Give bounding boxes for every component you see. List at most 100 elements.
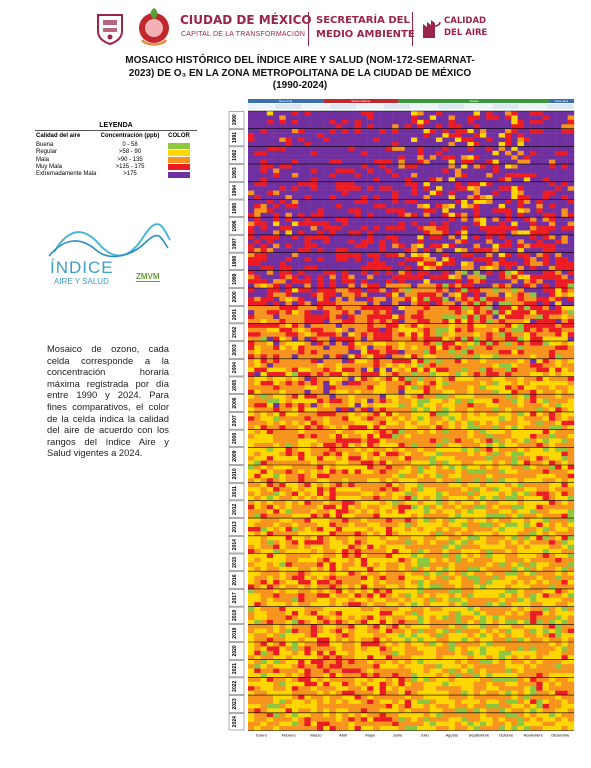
mosaic-cell — [404, 288, 412, 293]
mosaic-cell — [260, 332, 268, 337]
mosaic-cell — [517, 380, 525, 386]
mosaic-cell — [360, 398, 368, 404]
mosaic-cell — [505, 212, 512, 218]
mosaic-cell — [392, 203, 399, 209]
mosaic-cell — [367, 279, 374, 284]
mosaic-cell — [373, 310, 380, 315]
mosaic-cell — [316, 367, 324, 373]
mosaic-cell — [260, 341, 268, 346]
mosaic-cell — [329, 376, 336, 382]
mosaic-cell — [342, 124, 349, 129]
year-label: 2004 — [232, 362, 238, 373]
mosaic-cell — [448, 190, 456, 196]
mosaic-cell — [291, 429, 299, 435]
mosaic-cell — [354, 141, 362, 147]
mosaic-cell — [561, 239, 568, 244]
mosaic-cell — [279, 199, 286, 205]
mosaic-cell — [360, 252, 368, 258]
mosaic-cell — [505, 283, 512, 289]
mosaic-cell — [442, 115, 449, 121]
mosaic-cell — [467, 257, 474, 262]
mosaic-cell — [498, 349, 506, 355]
mosaic-cell — [398, 385, 405, 390]
mosaic-cell — [461, 283, 468, 289]
mosaic-cell — [567, 442, 575, 448]
mosaic-cell — [316, 203, 324, 209]
mosaic-cell — [486, 495, 493, 501]
mosaic-cell — [335, 124, 343, 129]
mosaic-cell — [398, 283, 405, 289]
mosaic-cell — [316, 146, 324, 152]
mosaic-cell — [329, 372, 336, 377]
mosaic-cell — [542, 372, 550, 377]
mosaic-cell — [298, 380, 305, 386]
mosaic-cell — [436, 478, 443, 483]
mosaic-cell — [567, 460, 575, 466]
mosaic-cell — [360, 495, 368, 501]
mosaic-cell — [417, 141, 424, 147]
mosaic-cell — [348, 403, 355, 408]
mosaic-cell — [360, 146, 368, 152]
mosaic-cell — [360, 363, 368, 368]
mosaic-cell — [423, 438, 431, 444]
mosaic-cell — [542, 482, 550, 488]
mosaic-cell — [423, 429, 431, 435]
mosaic-cell — [530, 146, 537, 152]
year-label-box — [228, 199, 245, 217]
mosaic-cell — [542, 124, 550, 129]
mosaic-cell — [360, 119, 368, 125]
mosaic-cell — [392, 226, 399, 231]
mosaic-cell — [542, 128, 550, 134]
mosaic-cell — [436, 358, 443, 364]
mosaic-cell — [517, 341, 525, 346]
mosaic-cell — [511, 473, 518, 479]
mosaic-cell — [354, 518, 362, 523]
mosaic-cell — [555, 164, 562, 169]
mosaic-cell — [392, 314, 399, 320]
mosaic-cell — [411, 376, 418, 382]
mosaic-cell — [323, 128, 330, 134]
mosaic-cell — [417, 137, 424, 143]
mosaic-cell — [373, 199, 380, 205]
mosaic-cell — [373, 318, 380, 324]
mosaic-cell — [536, 504, 543, 510]
month-header-cell — [519, 104, 547, 109]
mosaic-cell — [354, 111, 362, 116]
mosaic-cell — [448, 327, 456, 333]
mosaic-cell — [436, 425, 443, 430]
mosaic-cell — [536, 349, 543, 355]
mosaic-cell — [442, 141, 449, 147]
mosaic-cell — [442, 323, 449, 329]
mosaic-cell — [291, 385, 299, 390]
mosaic-cell — [348, 301, 355, 306]
mosaic-cell — [360, 159, 368, 165]
mosaic-cell — [498, 398, 506, 404]
mosaic-cell — [517, 451, 525, 457]
mosaic-cell — [379, 133, 387, 138]
mosaic-cell — [473, 283, 481, 289]
mosaic-cell — [273, 403, 280, 408]
mosaic-cell — [329, 460, 336, 466]
mosaic-cell — [548, 208, 556, 213]
mosaic-cell — [392, 288, 399, 293]
mosaic-cell — [436, 469, 443, 475]
mosaic-cell — [373, 234, 380, 240]
mosaic-cell — [304, 164, 311, 169]
mosaic-cell — [248, 243, 255, 249]
mosaic-cell — [367, 296, 374, 302]
mosaic-cell — [254, 181, 261, 187]
mosaic-cell — [479, 518, 487, 523]
mosaic-cell — [335, 513, 343, 519]
mosaic-cell — [523, 195, 531, 200]
mosaic-cell — [329, 314, 336, 320]
mosaic-cell — [310, 416, 318, 421]
mosaic-cell — [285, 257, 293, 262]
mosaic-cell — [498, 341, 506, 346]
mosaic-cell — [360, 133, 368, 138]
mosaic-cell — [461, 411, 468, 417]
mosaic-cell — [523, 509, 531, 514]
mosaic-cell — [473, 159, 481, 165]
mosaic-cell — [429, 115, 437, 121]
mosaic-cell — [304, 212, 311, 218]
mosaic-cell — [417, 447, 424, 452]
